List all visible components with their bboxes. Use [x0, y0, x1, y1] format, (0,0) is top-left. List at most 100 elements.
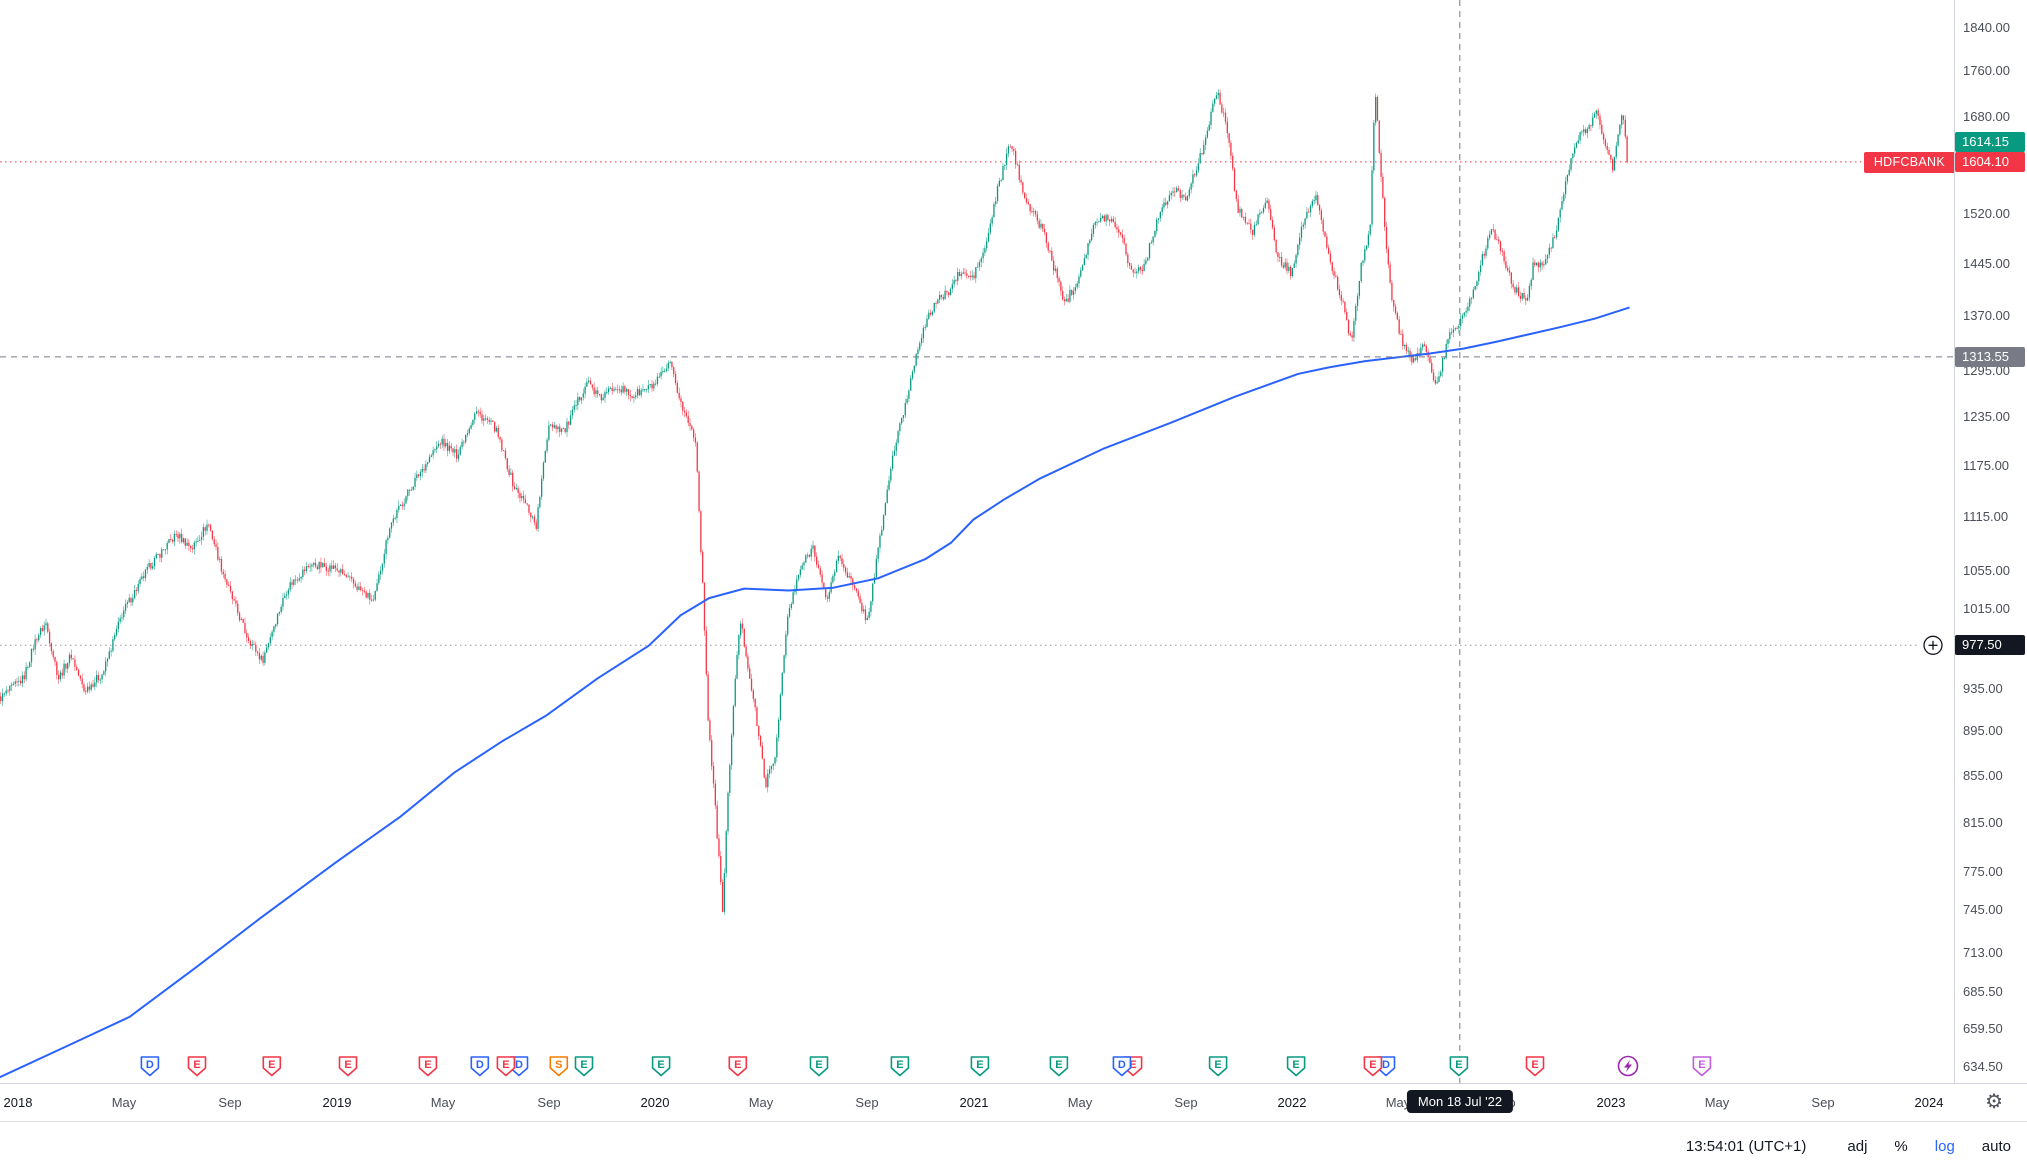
- time-tick: 2023: [1596, 1095, 1626, 1110]
- time-tick: May: [1067, 1095, 1093, 1110]
- svg-text:E: E: [657, 1059, 664, 1071]
- time-tick: 2022: [1277, 1095, 1307, 1110]
- event-marker: D: [470, 1056, 490, 1077]
- price-tick: 1015.00: [1963, 601, 2010, 616]
- price-tick: 895.00: [1963, 723, 2003, 738]
- moving-average-line: [0, 306, 1630, 1079]
- svg-text:E: E: [1214, 1059, 1221, 1071]
- time-tick: May: [1385, 1095, 1411, 1110]
- event-marker-flash: [1617, 1055, 1639, 1077]
- svg-text:E: E: [896, 1059, 903, 1071]
- svg-text:E: E: [1369, 1059, 1376, 1071]
- svg-text:S: S: [555, 1059, 562, 1071]
- svg-text:E: E: [734, 1059, 741, 1071]
- price-tick: 659.50: [1963, 1021, 2003, 1036]
- event-marker: E: [1525, 1056, 1545, 1077]
- price-tick: 1175.00: [1963, 458, 2010, 473]
- percent-scale-button[interactable]: %: [1894, 1137, 1908, 1155]
- event-marker: D: [1112, 1056, 1132, 1077]
- svg-text:D: D: [146, 1059, 154, 1071]
- svg-text:E: E: [268, 1059, 275, 1071]
- svg-text:E: E: [1531, 1059, 1538, 1071]
- price-tick: 935.00: [1963, 681, 2003, 696]
- event-marker: E: [574, 1056, 594, 1077]
- time-tick: 2019: [322, 1095, 352, 1110]
- time-tick: Sep: [855, 1095, 879, 1110]
- svg-text:D: D: [515, 1059, 523, 1071]
- event-marker: E: [1049, 1056, 1069, 1077]
- time-axis[interactable]: Mon 18 Jul '22 ⚙ 2018 May Sep 2019 May Sep 202…: [0, 1083, 2027, 1121]
- svg-text:E: E: [344, 1059, 351, 1071]
- clock-label: 13:54:01 (UTC+1): [1685, 1137, 1807, 1155]
- svg-text:E: E: [1292, 1059, 1299, 1071]
- gear-icon[interactable]: ⚙: [1985, 1091, 2003, 1113]
- candle-wicks: [0, 89, 1628, 915]
- event-marker: E: [651, 1056, 671, 1077]
- price-tick: 815.00: [1963, 815, 2003, 830]
- time-tick: Sep: [218, 1095, 242, 1110]
- time-tick: 2018: [3, 1095, 33, 1110]
- log-scale-button[interactable]: log: [1934, 1137, 1955, 1155]
- auto-scale-button[interactable]: auto: [1981, 1137, 2011, 1155]
- svg-text:E: E: [424, 1059, 431, 1071]
- event-marker: E: [970, 1056, 990, 1077]
- svg-text:E: E: [193, 1059, 200, 1071]
- svg-text:E: E: [976, 1059, 983, 1071]
- price-tick: 1235.00: [1963, 409, 2010, 424]
- svg-text:E: E: [580, 1059, 587, 1071]
- candle-bodies: [0, 92, 1628, 912]
- event-marker: E: [728, 1056, 748, 1077]
- event-marker: E: [890, 1056, 910, 1077]
- event-marker: E: [1692, 1056, 1712, 1077]
- time-tick: Sep: [1174, 1095, 1198, 1110]
- svg-text:E: E: [502, 1059, 509, 1071]
- price-tick: 1760.00: [1963, 63, 2010, 78]
- svg-text:E: E: [1129, 1059, 1136, 1071]
- event-marker: E: [418, 1056, 438, 1077]
- adjust-dividends-button[interactable]: adj: [1847, 1137, 1868, 1155]
- time-tick: May: [111, 1095, 137, 1110]
- price-tick: 1840.00: [1963, 20, 2010, 35]
- svg-text:E: E: [1698, 1059, 1705, 1071]
- time-tick: 2021: [959, 1095, 989, 1110]
- price-tick: 745.00: [1963, 902, 2003, 917]
- time-tick: May: [1704, 1095, 1730, 1110]
- time-tick: 2020: [640, 1095, 670, 1110]
- price-tick: 855.00: [1963, 768, 2003, 783]
- time-tick: Sep: [537, 1095, 561, 1110]
- svg-text:E: E: [1055, 1059, 1062, 1071]
- crosshair-date-tooltip: Mon 18 Jul '22: [1406, 1090, 1514, 1113]
- secondary-price-badge: 1614.15: [1955, 132, 2025, 152]
- price-axis[interactable]: 1840.00 1760.00 1680.00 1520.00 1445.00 1370.…: [1954, 0, 2027, 1083]
- svg-text:D: D: [1118, 1059, 1126, 1071]
- time-tick: May: [430, 1095, 456, 1110]
- svg-text:E: E: [815, 1059, 822, 1071]
- price-tick: 1370.00: [1963, 308, 2010, 323]
- candlestick-chart[interactable]: D E E E E D DE S E E E E E E E ED E E DE E E E: [0, 0, 1954, 1083]
- svg-text:E: E: [1455, 1059, 1462, 1071]
- crosshair-price-badge: 1313.55: [1955, 347, 2025, 367]
- price-tick: 775.00: [1963, 864, 2003, 879]
- price-tick: 634.50: [1963, 1059, 2003, 1074]
- alert-price-badge: 977.50: [1955, 635, 2025, 655]
- event-marker: E: [1208, 1056, 1228, 1077]
- event-marker: E: [496, 1056, 516, 1077]
- event-marker: E: [809, 1056, 829, 1077]
- time-tick: Sep: [1811, 1095, 1835, 1110]
- event-marker: E: [1449, 1056, 1469, 1077]
- event-marker: E: [262, 1056, 282, 1077]
- svg-text:D: D: [1382, 1059, 1390, 1071]
- time-tick: 2024: [1914, 1095, 1944, 1110]
- price-tick: 1295.00: [1963, 363, 2010, 378]
- event-marker: E: [187, 1056, 207, 1077]
- event-marker: D: [140, 1056, 160, 1077]
- svg-text:D: D: [476, 1059, 484, 1071]
- last-price-badge: 1604.10: [1955, 152, 2025, 172]
- event-marker: E: [1363, 1056, 1383, 1077]
- event-marker: E: [338, 1056, 358, 1077]
- price-tick: 1520.00: [1963, 206, 2010, 221]
- price-tick: 1680.00: [1963, 109, 2010, 124]
- price-tick: 1055.00: [1963, 563, 2010, 578]
